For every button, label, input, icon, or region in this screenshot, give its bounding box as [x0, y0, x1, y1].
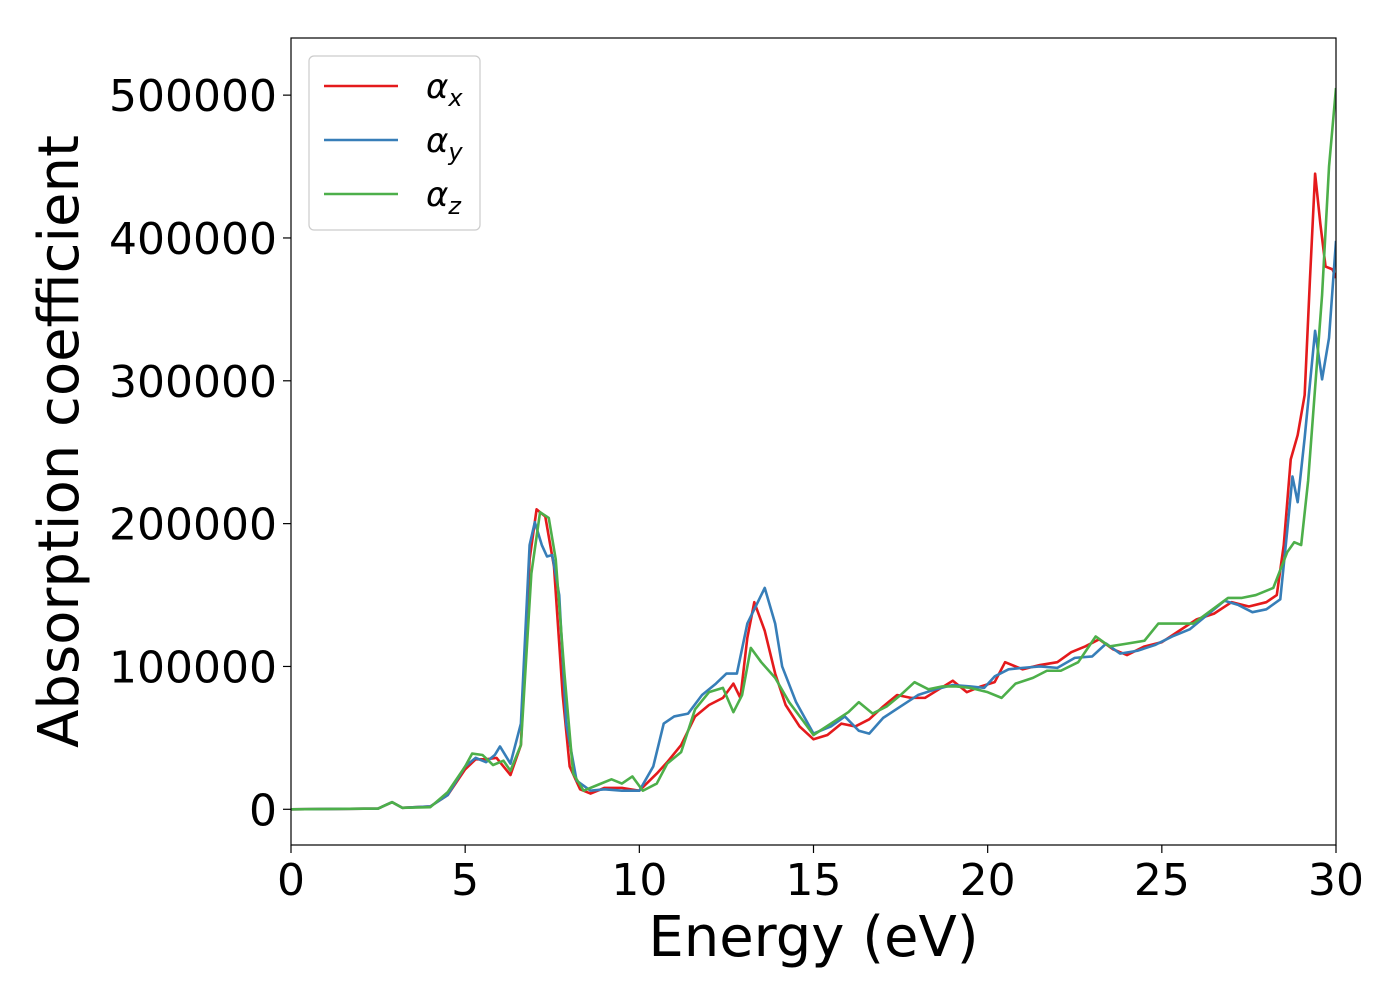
x-tick-label: 15: [786, 855, 842, 906]
x-tick-label: 0: [277, 855, 305, 906]
y-tick-label: 300000: [109, 357, 277, 408]
y-tick-label: 400000: [109, 214, 277, 265]
x-tick-label: 10: [611, 855, 667, 906]
y-axis-label: Absorption coefficient: [27, 135, 92, 748]
legend-box: [308, 55, 481, 231]
x-tick-label: 5: [451, 855, 479, 906]
y-tick-label: 100000: [109, 642, 277, 693]
series-line-alpha-x: [291, 172, 1336, 811]
series-line-alpha-y: [291, 240, 1336, 811]
tick-layer: 0 5 10 15 20 25 30 0 100000 200000 300000 400000 500…: [109, 71, 1364, 906]
y-tick-label: 500000: [109, 71, 277, 122]
series-layer: [291, 87, 1336, 811]
x-tick-label: 25: [1134, 855, 1190, 906]
x-tick-label: 30: [1308, 855, 1364, 906]
x-axis-label: Energy (eV): [648, 905, 978, 970]
series-line-alpha-z: [291, 87, 1336, 811]
x-tick-label: 20: [960, 855, 1016, 906]
y-tick-label: 200000: [109, 500, 277, 551]
y-tick-label: 0: [249, 785, 277, 836]
